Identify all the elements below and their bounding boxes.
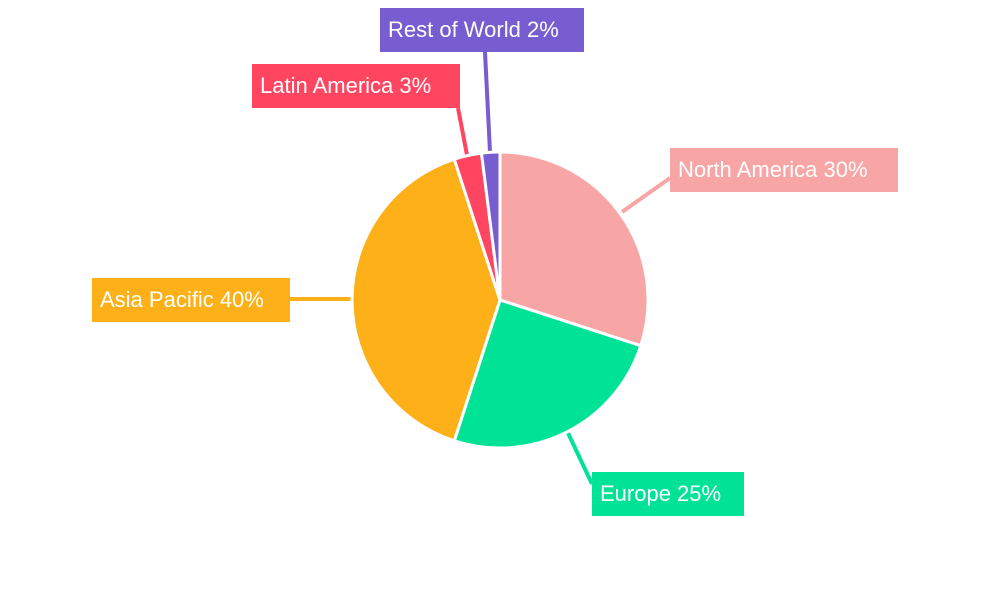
label-asia-pacific: Asia Pacific 40% <box>92 278 290 322</box>
label-europe: Europe 25% <box>592 472 744 516</box>
slice-europe[interactable] <box>452 298 643 450</box>
slice-asia-pacific[interactable] <box>350 157 502 443</box>
leader-line-rest-of-world <box>483 51 492 153</box>
leader-line-europe <box>566 432 594 485</box>
slice-rest-of-world[interactable] <box>479 150 502 302</box>
leader-line-latin-america <box>456 107 469 156</box>
label-north-america: North America 30% <box>670 148 898 192</box>
leader-line-north-america <box>620 176 672 214</box>
slice-north-america[interactable] <box>498 150 650 348</box>
label-rest-of-world: Rest of World 2% <box>380 8 584 52</box>
label-latin-america: Latin America 3% <box>252 64 460 108</box>
